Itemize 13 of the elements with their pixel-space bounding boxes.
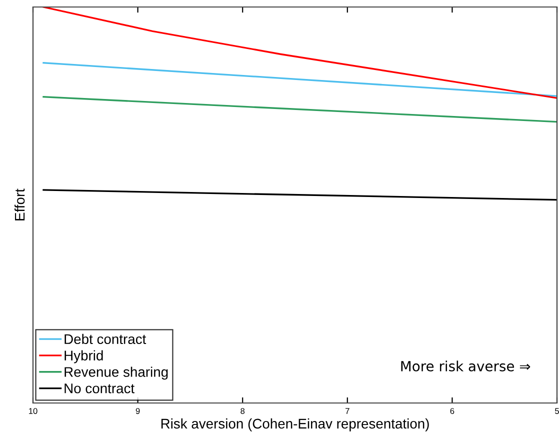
x-tick-label: 9: [136, 408, 140, 414]
x-tick-label: 7: [346, 408, 350, 414]
x-tick-label: 6: [450, 408, 454, 414]
x-tick-label: 5: [555, 408, 559, 414]
x-tick-label: 8: [240, 408, 245, 414]
annotation: More risk averse ⇒: [401, 360, 530, 372]
legend-label: Revenue sharing: [64, 366, 168, 380]
x-tick-label: 10: [29, 408, 38, 414]
legend-label: Debt contract: [64, 334, 146, 344]
y-axis-title: Effort: [14, 188, 25, 220]
legend-label: No contract: [64, 384, 134, 394]
legend-label: Hybrid: [64, 350, 103, 364]
x-axis-title: Risk aversion (Cohen-Einav representation): [161, 418, 429, 432]
